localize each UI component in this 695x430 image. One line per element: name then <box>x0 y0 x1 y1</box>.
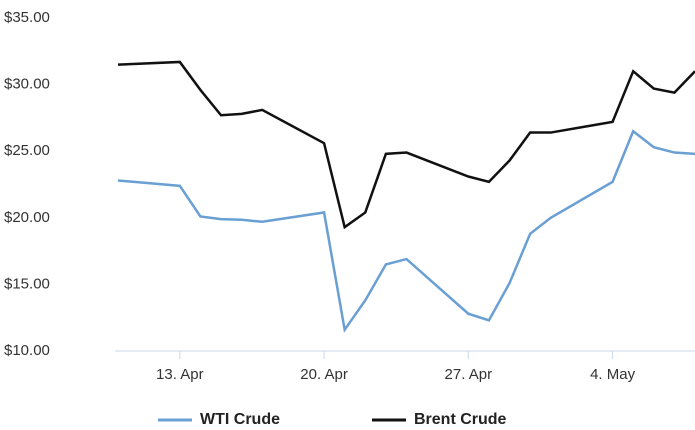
y-tick-label: $35.00 <box>4 9 50 26</box>
x-tick-label: 4. May <box>590 366 636 383</box>
x-tick-label: 13. Apr <box>156 366 204 383</box>
x-tick-label: 20. Apr <box>300 366 348 383</box>
y-tick-label: $30.00 <box>4 76 50 93</box>
x-tick-label: 27. Apr <box>445 366 493 383</box>
series-line <box>117 60 695 230</box>
y-tick-label: $20.00 <box>4 209 50 226</box>
y-tick-label: $10.00 <box>4 342 50 359</box>
y-tick-label: $15.00 <box>4 275 50 292</box>
legend: WTI Crude Brent Crude <box>158 411 507 428</box>
legend-label: Brent Crude <box>414 411 507 428</box>
series-line <box>117 129 695 333</box>
y-tick-label: $25.00 <box>4 142 50 159</box>
legend-label: WTI Crude <box>200 411 280 428</box>
